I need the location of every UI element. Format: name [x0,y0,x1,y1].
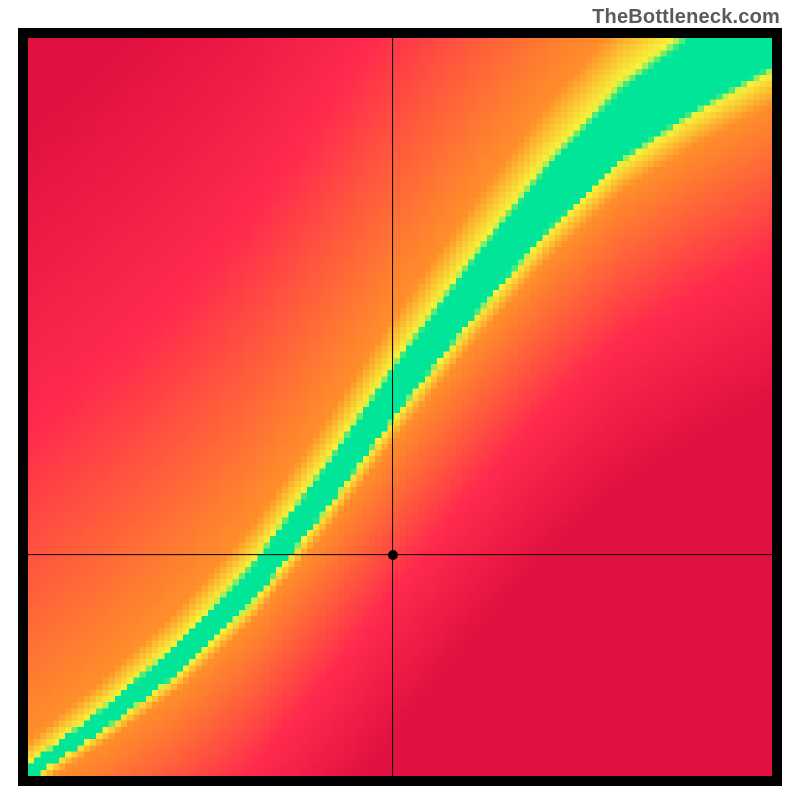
heatmap-plot [18,28,782,786]
crosshair-dot [388,550,398,560]
heatmap-canvas [28,38,772,776]
watermark-text: TheBottleneck.com [592,6,780,29]
figure-container: TheBottleneck.com [0,0,800,800]
